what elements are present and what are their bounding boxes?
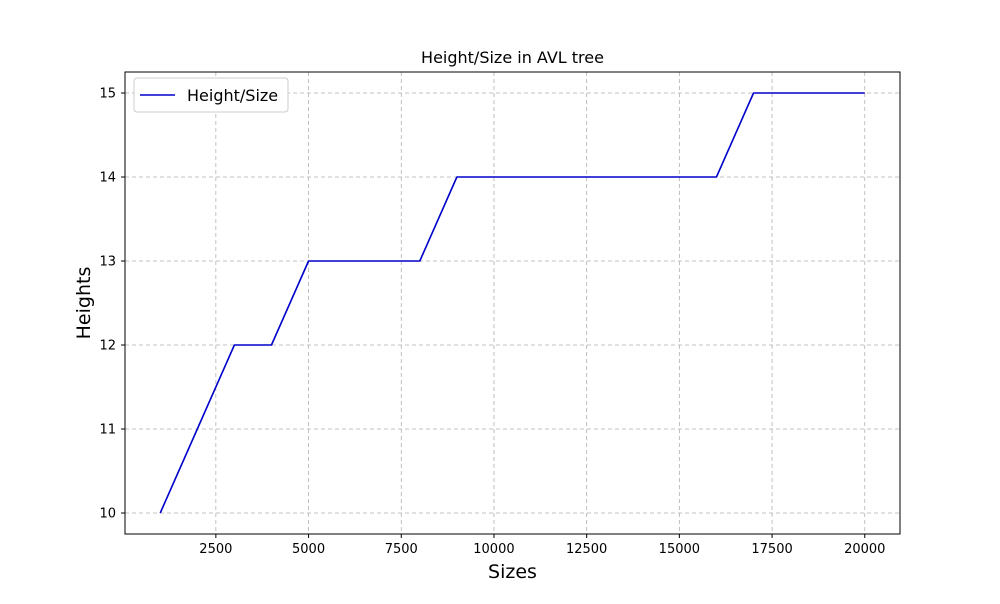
plot-frame — [124, 71, 901, 535]
x-axis-label: Sizes — [488, 561, 537, 583]
y-tick-label: 10 — [99, 507, 116, 522]
x-tick-label: 12500 — [566, 542, 607, 557]
legend-box — [133, 77, 289, 113]
x-tick-label: 10000 — [473, 542, 514, 557]
x-tick-label: 7500 — [385, 542, 418, 557]
chart-title: Height/Size in AVL tree — [421, 48, 604, 67]
grid — [125, 72, 900, 534]
legend-label: Height/Size — [187, 86, 278, 105]
y-tick-label: 12 — [99, 339, 116, 354]
series-layer — [159, 92, 865, 514]
x-axis-ticks: 2500 5000 7500 10000 12500 15000 17500 20000 — [199, 534, 885, 557]
x-tick-label: 15000 — [659, 542, 700, 557]
legend: Height/Size — [133, 77, 289, 113]
x-tick-label: 20000 — [844, 542, 885, 557]
x-tick-label: 5000 — [292, 542, 325, 557]
y-axis-label: Heights — [73, 267, 95, 340]
x-tick-label: 17500 — [751, 542, 792, 557]
y-tick-label: 13 — [99, 255, 116, 270]
y-tick-label: 11 — [99, 423, 116, 438]
series-line-height-size — [159, 92, 865, 514]
y-tick-label: 14 — [99, 171, 116, 186]
y-axis-ticks: 10 11 12 13 14 15 — [99, 87, 125, 522]
x-tick-label: 2500 — [199, 542, 232, 557]
y-tick-label: 15 — [99, 87, 116, 102]
